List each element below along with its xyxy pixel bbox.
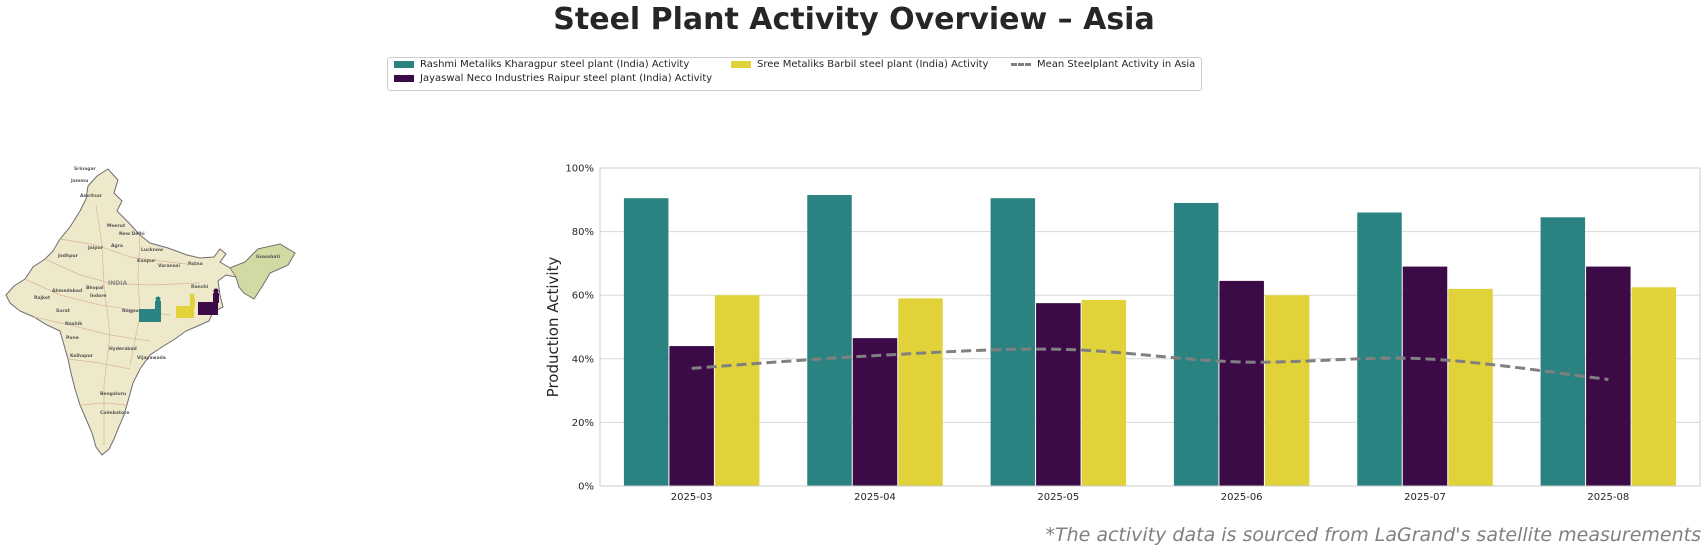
- y-tick-label: 20%: [572, 418, 594, 429]
- city-label: Kanpur: [137, 258, 156, 264]
- city-label: Jodhpur: [57, 253, 79, 259]
- city-label: Bhopal: [86, 285, 104, 291]
- city-label: New Delhi: [119, 231, 145, 237]
- city-label: Srinagar: [74, 166, 97, 172]
- bar: [990, 198, 1036, 486]
- bar: [623, 198, 669, 486]
- bar: [1081, 299, 1127, 486]
- city-label: Hyderabad: [109, 346, 137, 352]
- grid-lines: [600, 167, 1700, 487]
- city-label: Amritsar: [80, 193, 103, 199]
- city-labels: Srinagar Jammu Amritsar Meerut New Delhi…: [34, 166, 280, 416]
- legend-swatch-jayaswal: [394, 75, 414, 82]
- plot-frame: [599, 167, 1701, 487]
- legend-item-rashmi: Rashmi Metaliks Kharagpur steel plant (I…: [394, 59, 689, 70]
- legend-swatch-sree: [731, 61, 751, 68]
- city-label: Nagpur: [122, 308, 141, 314]
- city-label: Guwahati: [256, 254, 280, 260]
- legend: Rashmi Metaliks Kharagpur steel plant (I…: [387, 57, 1202, 91]
- footnote: *The activity data is sourced from LaGra…: [1045, 524, 1701, 546]
- city-label: Kolhapur: [70, 353, 94, 359]
- bar: [1264, 295, 1310, 486]
- legend-line-mean: [1011, 63, 1031, 66]
- factory-icon-sree: [176, 293, 195, 318]
- city-label: Coimbatore: [100, 410, 129, 416]
- state-borders: [24, 204, 201, 445]
- y-tick-label: 40%: [572, 354, 594, 365]
- bar: [1219, 280, 1264, 486]
- bar: [1357, 212, 1402, 486]
- map-country-label: INDIA: [108, 280, 127, 287]
- x-tick-label: 2025-07: [1404, 492, 1446, 503]
- northeast-region: [229, 243, 296, 300]
- x-tick-label: 2025-03: [671, 492, 713, 503]
- bar: [1631, 287, 1677, 486]
- bar: [1173, 202, 1219, 487]
- y-tick-label: 60%: [572, 291, 594, 302]
- city-label: Rajkot: [34, 295, 51, 301]
- axes: 0% 20% 40% 60% 80% 100% 2025-03 2025-04 2025-05 2…: [544, 164, 1701, 503]
- city-label: Jammu: [70, 178, 88, 184]
- india-map: Srinagar Jammu Amritsar Meerut New Delhi…: [5, 166, 296, 456]
- bar-chart: 0% 20% 40% 60% 80% 100% 2025-03 2025-04 2025-05 2…: [544, 164, 1701, 503]
- mean-line: [691, 347, 1609, 381]
- city-label: Varanasi: [158, 263, 180, 269]
- bar: [714, 295, 760, 486]
- x-tick-label: 2025-06: [1221, 492, 1263, 503]
- city-label: Indore: [90, 293, 106, 299]
- legend-label-jayaswal: Jayaswal Neco Industries Raipur steel pl…: [420, 73, 713, 84]
- chart-title: Steel Plant Activity Overview – Asia: [553, 2, 1155, 37]
- y-tick-label: 0%: [578, 482, 594, 493]
- bar: [1036, 303, 1081, 486]
- city-label: Jaipur: [87, 245, 104, 251]
- city-label: Patna: [188, 261, 203, 267]
- legend-item-mean: Mean Steelplant Activity in Asia: [1011, 59, 1195, 70]
- city-label: Meerut: [107, 223, 126, 229]
- legend-item-sree: Sree Metaliks Barbil steel plant (India)…: [731, 59, 988, 70]
- x-tick-label: 2025-04: [854, 492, 896, 503]
- city-label: Ahmedabad: [52, 288, 82, 294]
- bar: [852, 338, 898, 486]
- y-tick-label: 100%: [565, 164, 594, 175]
- bars: [623, 195, 1677, 487]
- legend-label-rashmi: Rashmi Metaliks Kharagpur steel plant (I…: [420, 59, 690, 70]
- legend-label-mean: Mean Steelplant Activity in Asia: [1037, 59, 1196, 70]
- bar: [898, 298, 943, 486]
- bar: [1540, 217, 1586, 486]
- bar: [1448, 288, 1493, 486]
- city-label: Vijayawada: [137, 355, 166, 361]
- city-label: Lucknow: [141, 247, 163, 253]
- city-label: Nashik: [65, 321, 83, 327]
- city-label: Ranchi: [191, 284, 209, 290]
- city-label: Surat: [56, 308, 71, 314]
- x-tick-label: 2025-05: [1037, 492, 1079, 503]
- x-tick-label: 2025-08: [1587, 492, 1629, 503]
- factory-icon-jayaswal: [198, 288, 219, 315]
- bar: [807, 195, 852, 486]
- mean-line-path: [691, 347, 1609, 381]
- factory-icon-rashmi: [139, 296, 161, 322]
- city-label: Pune: [66, 335, 79, 341]
- bar: [669, 346, 714, 486]
- legend-label-sree: Sree Metaliks Barbil steel plant (India)…: [757, 59, 989, 70]
- y-axis-label: Production Activity: [544, 257, 562, 398]
- legend-item-jayaswal: Jayaswal Neco Industries Raipur steel pl…: [394, 73, 712, 84]
- legend-swatch-rashmi: [394, 61, 414, 68]
- y-tick-label: 80%: [572, 227, 594, 238]
- city-label: Agra: [111, 243, 123, 249]
- city-label: Bengaluru: [100, 391, 126, 397]
- bar: [1402, 266, 1448, 486]
